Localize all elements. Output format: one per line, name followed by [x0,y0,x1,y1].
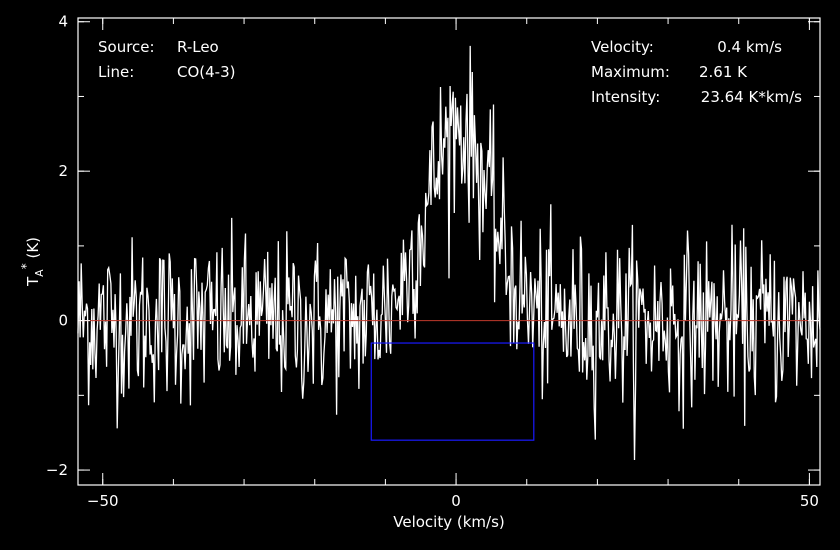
annotation-intensity-key: Intensity: [591,88,660,106]
annotation-intensity-value: 23.64 K*km/s [701,88,802,106]
y-tick-label: 0 [58,312,68,330]
plot-frame [77,17,821,486]
spectrum-layer [77,45,821,461]
axis-ticks: −50 0 50 −2 0 2 4 [46,13,820,510]
annotation-source-key: Source: [98,38,155,56]
annotations-left: Source: R-Leo Line: CO(4-3) [98,38,235,81]
y-axis-label: TA* (K) [19,237,46,287]
y-axis-label-sub: A [33,269,46,277]
annotation-velocity-key: Velocity: [591,38,654,56]
x-tick-label: −50 [87,492,119,510]
annotation-velocity-value: 0.4 km/s [717,38,782,56]
integration-window [370,342,535,441]
spectrum-series [77,45,821,461]
y-axis-label-sup: * [19,263,33,269]
annotation-source-value: R-Leo [177,38,219,56]
y-axis-label-main: T [24,276,42,287]
y-tick-label: 2 [58,162,68,180]
annotation-maximum-value: 2.61 K [699,63,748,81]
x-tick-label: 0 [451,492,461,510]
x-axis-label: Velocity (km/s) [393,513,504,531]
y-tick-label: −2 [46,461,68,479]
annotation-maximum-key: Maximum: [591,63,670,81]
annotations-right: Velocity: 0.4 km/s Maximum: 2.61 K Inten… [591,38,802,106]
x-tick-label: 50 [800,492,819,510]
y-axis-label-unit: (K) [24,237,42,263]
annotation-line-value: CO(4-3) [177,63,235,81]
annotation-line-key: Line: [98,63,134,81]
y-tick-label: 4 [58,13,68,31]
